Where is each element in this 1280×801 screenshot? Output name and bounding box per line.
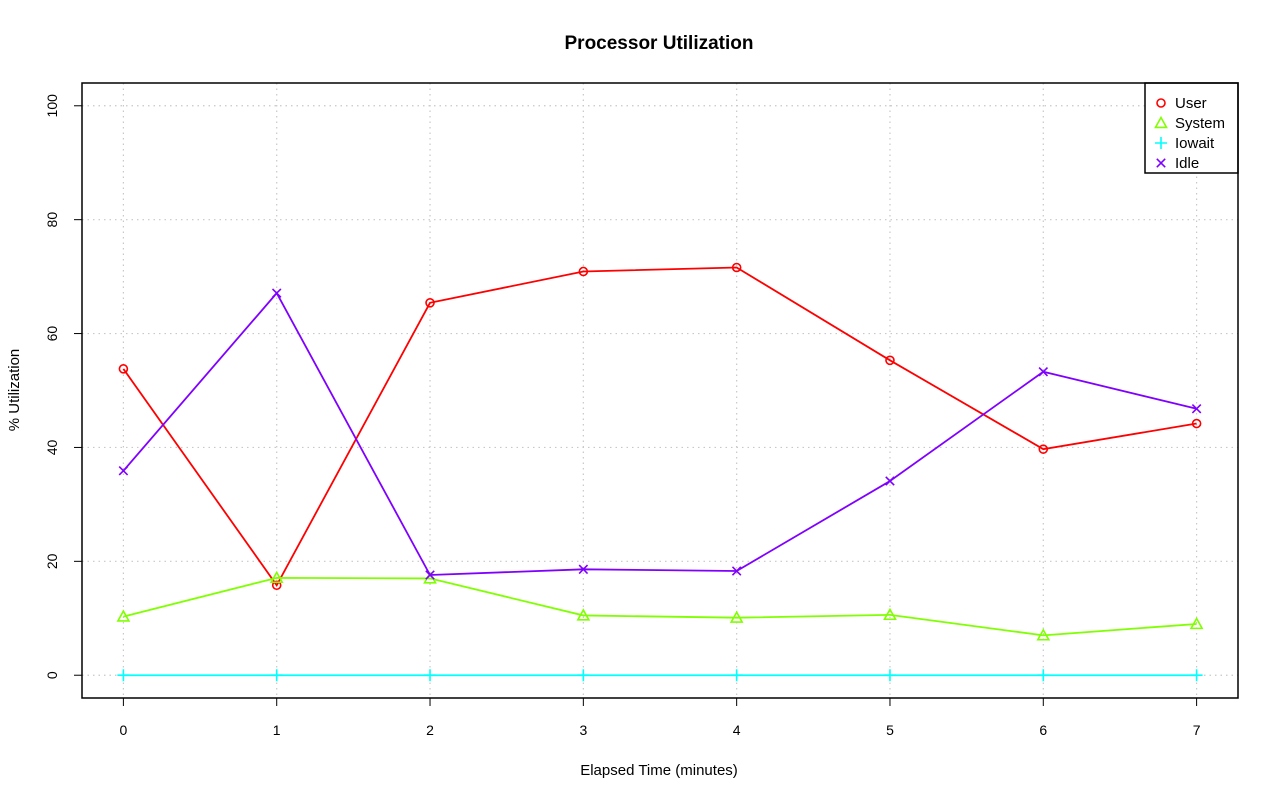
data-point-system [1189, 616, 1204, 630]
data-point-user [271, 580, 282, 591]
series-idle [118, 288, 1202, 580]
series-iowait [117, 669, 1203, 682]
data-point-idle [271, 288, 282, 298]
data-point-iowait [424, 669, 437, 682]
series-layer [116, 262, 1204, 682]
series-user [118, 262, 1202, 591]
data-point-user [118, 364, 129, 374]
legend-label-user: User [1175, 95, 1207, 112]
x-tick-label: 5 [886, 722, 894, 738]
data-point-user [425, 298, 435, 308]
data-point-user [731, 262, 742, 273]
data-point-system [1036, 628, 1051, 641]
data-point-iowait [270, 669, 283, 682]
data-point-iowait [577, 669, 590, 682]
data-point-idle [578, 564, 589, 575]
y-tick-label: 60 [44, 326, 60, 342]
data-point-idle [1191, 403, 1202, 414]
data-point-system [729, 610, 744, 623]
y-tick-label: 40 [44, 439, 60, 455]
legend-marker-iowait [1155, 137, 1167, 149]
data-point-iowait [117, 669, 130, 682]
data-point-system [116, 609, 131, 622]
data-point-idle [1038, 366, 1049, 377]
x-tick-label: 1 [273, 722, 281, 738]
data-point-idle [118, 466, 129, 476]
series-line-system [123, 576, 1197, 637]
legend: User System Iowait Idle [1144, 82, 1239, 174]
x-tick-label: 4 [733, 722, 741, 738]
y-tick-label: 100 [44, 94, 60, 118]
data-point-iowait [730, 669, 743, 682]
data-point-user [578, 266, 589, 277]
data-point-system [269, 570, 284, 584]
y-tick-label: 0 [44, 671, 60, 679]
chart-title: Processor Utilization [565, 33, 754, 54]
y-tick-label: 20 [44, 553, 60, 569]
data-point-idle [425, 570, 435, 580]
series-system [116, 570, 1204, 641]
data-point-system [883, 607, 897, 621]
legend-label-system: System [1175, 115, 1225, 132]
plot-frame [81, 82, 1239, 699]
legend-label-idle: Idle [1175, 155, 1199, 172]
data-point-system [576, 608, 591, 621]
data-point-iowait [883, 669, 896, 682]
x-tick-label: 6 [1039, 722, 1047, 738]
data-point-idle [731, 566, 742, 576]
x-tick-label: 3 [579, 722, 587, 738]
y-tick-label: 80 [44, 212, 60, 228]
grid-lines [82, 83, 1238, 698]
data-point-iowait [1190, 669, 1203, 682]
axes: 0 1 2 3 4 5 6 7 0 20 40 60 80 100 [44, 94, 1201, 738]
legend-label-iowait: Iowait [1175, 135, 1215, 152]
data-point-iowait [1037, 669, 1050, 682]
x-tick-label: 2 [426, 722, 434, 738]
data-point-user [1191, 418, 1202, 429]
x-tick-label: 7 [1193, 722, 1201, 738]
x-axis-label: Elapsed Time (minutes) [580, 762, 738, 779]
legend-marker-system [1154, 115, 1168, 129]
y-axis-label: % Utilization [6, 349, 23, 432]
data-point-user [885, 355, 895, 366]
series-line-idle [122, 291, 1197, 576]
legend-marker-idle [1156, 158, 1166, 168]
legend-marker-user [1156, 98, 1166, 108]
data-point-idle [885, 476, 895, 486]
data-point-user [1038, 444, 1049, 454]
x-tick-label: 0 [119, 722, 127, 738]
series-line-user [122, 266, 1197, 587]
